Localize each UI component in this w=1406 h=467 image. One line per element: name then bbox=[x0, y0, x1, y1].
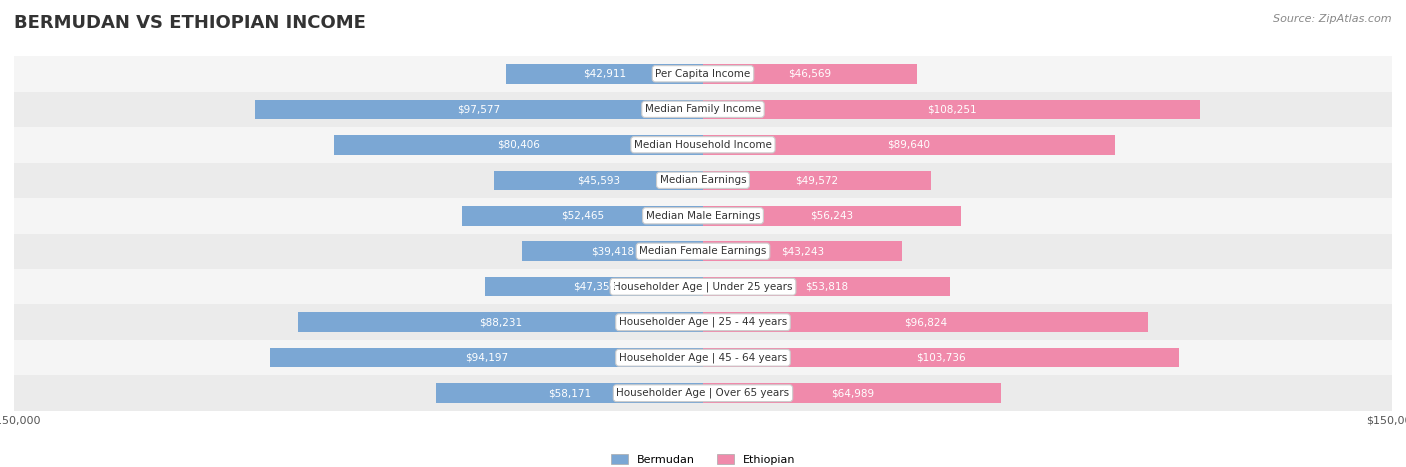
Bar bbox=[270, 348, 703, 368]
Bar bbox=[494, 170, 703, 190]
Text: Median Female Earnings: Median Female Earnings bbox=[640, 246, 766, 256]
Text: $43,243: $43,243 bbox=[780, 246, 824, 256]
Text: $45,593: $45,593 bbox=[576, 175, 620, 185]
Bar bbox=[703, 170, 931, 190]
Text: $96,824: $96,824 bbox=[904, 317, 946, 327]
Text: $56,243: $56,243 bbox=[811, 211, 853, 221]
Bar bbox=[703, 312, 1147, 332]
Text: $39,418: $39,418 bbox=[591, 246, 634, 256]
Bar bbox=[298, 312, 703, 332]
Text: Source: ZipAtlas.com: Source: ZipAtlas.com bbox=[1274, 14, 1392, 24]
Bar bbox=[703, 99, 1201, 119]
Bar bbox=[703, 206, 962, 226]
Text: $108,251: $108,251 bbox=[927, 104, 976, 114]
Text: Householder Age | 25 - 44 years: Householder Age | 25 - 44 years bbox=[619, 317, 787, 327]
Bar bbox=[14, 127, 1392, 163]
Text: Householder Age | Under 25 years: Householder Age | Under 25 years bbox=[613, 282, 793, 292]
Text: $97,577: $97,577 bbox=[457, 104, 501, 114]
Bar bbox=[703, 348, 1180, 368]
Text: $64,989: $64,989 bbox=[831, 388, 873, 398]
Bar bbox=[254, 99, 703, 119]
Bar bbox=[14, 375, 1392, 411]
Text: $46,569: $46,569 bbox=[789, 69, 831, 79]
Bar bbox=[14, 92, 1392, 127]
Text: Per Capita Income: Per Capita Income bbox=[655, 69, 751, 79]
Text: $103,736: $103,736 bbox=[917, 353, 966, 363]
Text: $42,911: $42,911 bbox=[583, 69, 626, 79]
Bar bbox=[14, 234, 1392, 269]
Text: $89,640: $89,640 bbox=[887, 140, 931, 150]
Bar bbox=[522, 241, 703, 261]
Bar bbox=[703, 241, 901, 261]
Text: Median Male Earnings: Median Male Earnings bbox=[645, 211, 761, 221]
Text: Householder Age | 45 - 64 years: Householder Age | 45 - 64 years bbox=[619, 353, 787, 363]
Bar bbox=[703, 383, 1001, 403]
Bar bbox=[14, 340, 1392, 375]
Text: $58,171: $58,171 bbox=[548, 388, 591, 398]
Bar bbox=[506, 64, 703, 84]
Bar bbox=[485, 277, 703, 297]
Bar bbox=[463, 206, 703, 226]
Bar bbox=[14, 163, 1392, 198]
Bar bbox=[703, 135, 1115, 155]
Text: $53,818: $53,818 bbox=[806, 282, 848, 292]
Text: $47,359: $47,359 bbox=[572, 282, 616, 292]
Text: BERMUDAN VS ETHIOPIAN INCOME: BERMUDAN VS ETHIOPIAN INCOME bbox=[14, 14, 366, 32]
Bar bbox=[703, 277, 950, 297]
Legend: Bermudan, Ethiopian: Bermudan, Ethiopian bbox=[606, 450, 800, 467]
Bar bbox=[14, 304, 1392, 340]
Text: $52,465: $52,465 bbox=[561, 211, 605, 221]
Bar bbox=[14, 198, 1392, 234]
Text: Householder Age | Over 65 years: Householder Age | Over 65 years bbox=[616, 388, 790, 398]
Text: $94,197: $94,197 bbox=[465, 353, 508, 363]
Text: $80,406: $80,406 bbox=[496, 140, 540, 150]
Text: $49,572: $49,572 bbox=[796, 175, 838, 185]
Bar bbox=[14, 56, 1392, 92]
Text: Median Household Income: Median Household Income bbox=[634, 140, 772, 150]
Bar bbox=[14, 269, 1392, 304]
Text: Median Earnings: Median Earnings bbox=[659, 175, 747, 185]
Text: $88,231: $88,231 bbox=[479, 317, 522, 327]
Bar bbox=[703, 64, 917, 84]
Bar bbox=[436, 383, 703, 403]
Bar bbox=[333, 135, 703, 155]
Text: Median Family Income: Median Family Income bbox=[645, 104, 761, 114]
